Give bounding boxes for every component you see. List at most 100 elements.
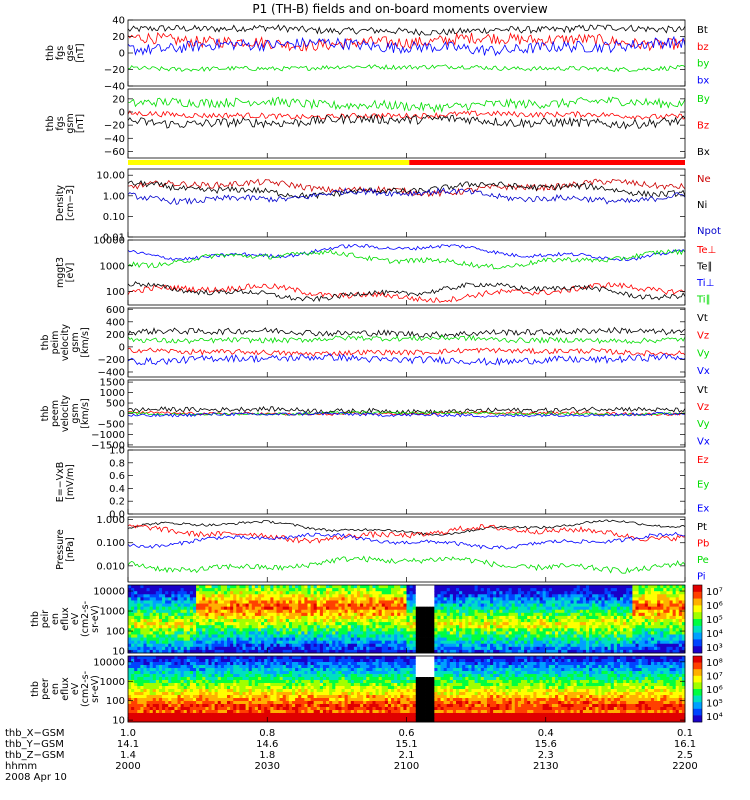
panel-8-ylabel: [nPa] [65,537,76,562]
series-Pi [127,531,686,550]
ytick-label: 1.000 [96,515,125,526]
panel-10: thb peer en eflux eV (cm2-s-sr-eV) 10⁸ 10⁷ 10⁶ 10… [30,655,723,727]
series-Vx [127,353,686,366]
series-Bz [127,110,686,121]
colorbar-label: 10⁵ [706,615,723,626]
ytick-label: 0.8 [109,458,125,469]
panel-frame [127,449,686,515]
series-Vy [127,334,686,345]
xaxis-row-value: 1.8 [259,750,275,761]
colorbar-label: 10⁸ [706,658,723,669]
ytick-label: 0.6 [109,471,125,482]
ytick-label: 10000 [93,236,125,247]
panel-3: Density [cm−3] Ne Ni Npot 10.00 1.00 0.10 0.01 [55,168,721,244]
series-Ni [127,179,686,200]
mode-bar [128,160,685,165]
ytick-label: 0 [119,409,125,420]
ytick-label: −200 [98,355,125,366]
panel-5-ylabel: peim [50,331,61,355]
ytick-label: 200 [106,330,125,341]
ytick-label: −20 [104,121,125,132]
ytick-label: 1.00 [103,191,125,202]
ytick-label: −500 [98,419,125,430]
legend-Vz: Vz [697,402,709,413]
ytick-label: 0 [119,49,125,60]
ytick-label: −20 [104,65,125,76]
panel-5-ylabel: [km/s] [80,327,91,357]
panel-3-ylabel: Density [55,185,66,221]
ytick-label: 600 [106,305,125,316]
ytick-label: 1.0 [109,446,125,457]
xaxis-row-value: 1.4 [120,750,136,761]
panel-10-ylabel: eV [70,682,81,695]
panel-7: E=−VxB [mV/m] Ez Ey Ex 1.00.8 0.6 0.4 0.2 0.0 [55,446,709,521]
panel-2-ylabel: thb [45,116,56,132]
legend-Bx: Bx [697,147,710,158]
panel-frame [127,307,686,378]
legend-Vx: Vx [697,366,710,377]
ytick-label: 0.2 [109,497,125,508]
panel-8: Pressure [nPa] Pt Pb Pe Pi 1.000 0.100 0.010 [55,515,709,582]
xaxis-row-value: 15.6 [535,739,557,750]
legend-By: By [697,94,710,105]
xaxis-row-value: 16.1 [674,739,696,750]
xaxis-row-label: hhmm [5,761,37,772]
panel-1: thb fgs gse [nT] Bt bz by bx 40 20 0 −20 −40 [45,16,709,93]
ytick-label: 10000 [93,587,125,598]
panel-9-ylabel: sr-eV) [90,605,101,633]
xaxis-row-value: 2200 [672,761,697,772]
panel-10-ylabel: en [50,683,61,695]
panel-9-ylabel: eV [70,612,81,625]
legend-Pb: Pb [697,539,709,550]
legend-Ti∥: Ti∥ [696,295,711,306]
colorbar-label: 10⁶ [706,685,723,696]
xaxis-row-value: 0.1 [677,728,693,739]
ytick-label: −40 [104,82,125,93]
panel-8-ylabel: Pressure [55,529,66,570]
legend-Ex: Ex [697,504,709,515]
x-axis-annotation: thb_X−GSM 1.0 0.8 0.6 0.4 0.1 thb_Y−GSM 14.1 14.… [5,728,698,783]
panel-5-ylabel: thb [40,335,51,351]
ytick-label: 100 [106,696,125,707]
series-by [127,64,686,73]
legend-Pt: Pt [697,522,707,533]
panel-7-ylabel: [mV/m] [65,464,76,500]
ytick-label: −400 [98,367,125,378]
series-bx [127,35,686,57]
panel-6-ylabel: [km/s] [80,398,91,428]
ytick-label: 1500 [100,378,125,389]
xaxis-date: 2008 Apr 10 [5,772,67,783]
xaxis-row-value: 0.4 [538,728,554,739]
colorbar-label: 10⁶ [706,601,723,612]
panel-6: thb peem velocity gsm [km/s] Vt Vz Vy Vx 15001000… [40,378,710,452]
xaxis-row-value: 2.5 [677,750,693,761]
legend-Ne: Ne [697,174,711,185]
xaxis-row-value: 2100 [394,761,419,772]
ytick-label: 10000 [93,657,125,668]
ytick-label: 0.100 [96,538,125,549]
colorbar-9 [692,584,703,654]
ytick-label: −40 [104,134,125,145]
panel-9-ylabel: peir [40,610,51,629]
legend-Te⊥: Te⊥ [696,245,716,256]
panel-2-ylabel: fgs [55,116,66,130]
xaxis-row-value: 2130 [533,761,558,772]
series-Vx [127,411,686,418]
panel-3-ylabel: [cm−3] [65,185,76,221]
legend-Vt: Vt [697,385,708,396]
xaxis-row-label: thb_Z−GSM [5,750,65,761]
series-Vz [127,347,686,357]
series-By [127,96,686,114]
xaxis-row-value: 14.6 [256,739,278,750]
ytick-label: 0.4 [109,484,125,495]
series-Pe [127,555,686,574]
ytick-label: 20 [112,32,125,43]
legend-Vy: Vy [697,419,710,430]
ytick-label: 40 [112,16,125,27]
ytick-label: 0.01 [103,233,125,244]
xaxis-row-label: thb_Y−GSM [5,739,64,750]
xaxis-row-value: 2030 [255,761,280,772]
ytick-label: 0.010 [96,561,125,572]
